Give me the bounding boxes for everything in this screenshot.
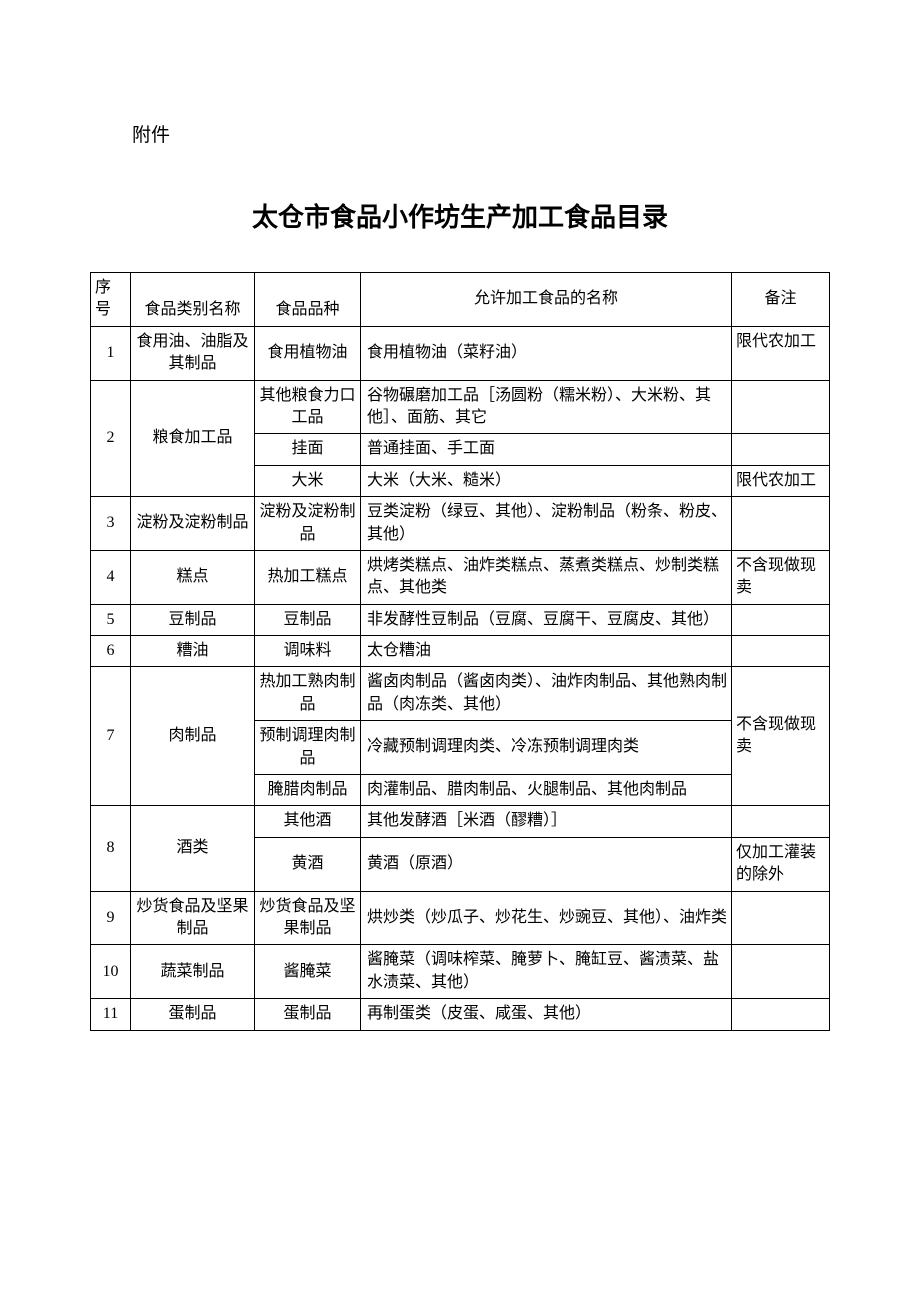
cell-seq: 4 bbox=[91, 550, 131, 604]
cell-variety: 豆制品 bbox=[255, 604, 361, 635]
header-name: 允许加工食品的名称 bbox=[361, 273, 732, 327]
cell-variety: 蛋制品 bbox=[255, 999, 361, 1030]
cell-seq: 7 bbox=[91, 667, 131, 806]
catalog-table: 序号 食品类别名称 食品品种 允许加工食品的名称 备注 1食用油、油脂及其制品食… bbox=[90, 272, 830, 1031]
cell-category: 糕点 bbox=[131, 550, 255, 604]
attachment-label: 附件 bbox=[132, 120, 830, 147]
table-row: 10蔬菜制品酱腌菜酱腌菜（调味榨菜、腌萝卜、腌缸豆、酱渍菜、盐水渍菜、其他） bbox=[91, 945, 830, 999]
header-category: 食品类别名称 bbox=[131, 273, 255, 327]
cell-note: 不含现做现卖 bbox=[732, 550, 830, 604]
cell-category: 肉制品 bbox=[131, 667, 255, 806]
table-body: 1食用油、油脂及其制品食用植物油食用植物油（菜籽油）限代农加工2粮食加工品其他粮… bbox=[91, 326, 830, 1030]
cell-note bbox=[732, 434, 830, 465]
cell-variety: 调味料 bbox=[255, 636, 361, 667]
cell-category: 淀粉及淀粉制品 bbox=[131, 497, 255, 551]
cell-note bbox=[732, 945, 830, 999]
cell-allowed-name: 烘烤类糕点、油炸类糕点、蒸煮类糕点、炒制类糕点、其他类 bbox=[361, 550, 732, 604]
cell-note bbox=[732, 999, 830, 1030]
cell-note: 限代农加工 bbox=[732, 326, 830, 380]
cell-seq: 3 bbox=[91, 497, 131, 551]
header-variety: 食品品种 bbox=[255, 273, 361, 327]
cell-allowed-name: 太仓糟油 bbox=[361, 636, 732, 667]
cell-variety: 预制调理肉制品 bbox=[255, 721, 361, 775]
cell-note bbox=[732, 891, 830, 945]
cell-allowed-name: 谷物碾磨加工品［汤圆粉（糯米粉）、大米粉、其他］、面筋、其它 bbox=[361, 380, 732, 434]
cell-category: 食用油、油脂及其制品 bbox=[131, 326, 255, 380]
table-row: 9炒货食品及坚果制品炒货食品及坚果制品烘炒类（炒瓜子、炒花生、炒豌豆、其他）、油… bbox=[91, 891, 830, 945]
cell-category: 糟油 bbox=[131, 636, 255, 667]
cell-variety: 大米 bbox=[255, 465, 361, 496]
cell-allowed-name: 酱腌菜（调味榨菜、腌萝卜、腌缸豆、酱渍菜、盐水渍菜、其他） bbox=[361, 945, 732, 999]
cell-note: 仅加工灌装的除外 bbox=[732, 837, 830, 891]
cell-note bbox=[732, 497, 830, 551]
cell-allowed-name: 其他发酵酒［米酒（醪糟）］ bbox=[361, 806, 732, 837]
table-header-row: 序号 食品类别名称 食品品种 允许加工食品的名称 备注 bbox=[91, 273, 830, 327]
cell-variety: 炒货食品及坚果制品 bbox=[255, 891, 361, 945]
table-row: 6糟油调味料太仓糟油 bbox=[91, 636, 830, 667]
cell-category: 豆制品 bbox=[131, 604, 255, 635]
cell-seq: 6 bbox=[91, 636, 131, 667]
cell-note: 限代农加工 bbox=[732, 465, 830, 496]
cell-allowed-name: 再制蛋类（皮蛋、咸蛋、其他） bbox=[361, 999, 732, 1030]
cell-seq: 8 bbox=[91, 806, 131, 891]
cell-allowed-name: 黄酒（原酒） bbox=[361, 837, 732, 891]
cell-variety: 挂面 bbox=[255, 434, 361, 465]
table-row: 8酒类其他酒其他发酵酒［米酒（醪糟）］ bbox=[91, 806, 830, 837]
cell-seq: 11 bbox=[91, 999, 131, 1030]
cell-note bbox=[732, 604, 830, 635]
cell-variety: 热加工糕点 bbox=[255, 550, 361, 604]
cell-category: 蛋制品 bbox=[131, 999, 255, 1030]
document-page: 附件 太仓市食品小作坊生产加工食品目录 序号 食品类别名称 食品品种 允许加工食… bbox=[0, 0, 920, 1091]
cell-variety: 食用植物油 bbox=[255, 326, 361, 380]
cell-variety: 其他酒 bbox=[255, 806, 361, 837]
cell-seq: 2 bbox=[91, 380, 131, 497]
cell-note bbox=[732, 380, 830, 434]
cell-allowed-name: 烘炒类（炒瓜子、炒花生、炒豌豆、其他）、油炸类 bbox=[361, 891, 732, 945]
cell-note: 不含现做现卖 bbox=[732, 667, 830, 806]
cell-variety: 黄酒 bbox=[255, 837, 361, 891]
cell-allowed-name: 非发酵性豆制品（豆腐、豆腐干、豆腐皮、其他） bbox=[361, 604, 732, 635]
cell-allowed-name: 普通挂面、手工面 bbox=[361, 434, 732, 465]
cell-note bbox=[732, 636, 830, 667]
cell-allowed-name: 肉灌制品、腊肉制品、火腿制品、其他肉制品 bbox=[361, 775, 732, 806]
cell-category: 蔬菜制品 bbox=[131, 945, 255, 999]
header-seq: 序号 bbox=[91, 273, 131, 327]
cell-seq: 1 bbox=[91, 326, 131, 380]
header-note: 备注 bbox=[732, 273, 830, 327]
cell-category: 粮食加工品 bbox=[131, 380, 255, 497]
cell-allowed-name: 冷藏预制调理肉类、冷冻预制调理肉类 bbox=[361, 721, 732, 775]
table-row: 11蛋制品蛋制品再制蛋类（皮蛋、咸蛋、其他） bbox=[91, 999, 830, 1030]
cell-seq: 9 bbox=[91, 891, 131, 945]
table-row: 5豆制品豆制品非发酵性豆制品（豆腐、豆腐干、豆腐皮、其他） bbox=[91, 604, 830, 635]
cell-allowed-name: 大米（大米、糙米） bbox=[361, 465, 732, 496]
cell-category: 酒类 bbox=[131, 806, 255, 891]
table-row: 2粮食加工品其他粮食力口工品谷物碾磨加工品［汤圆粉（糯米粉）、大米粉、其他］、面… bbox=[91, 380, 830, 434]
cell-allowed-name: 豆类淀粉（绿豆、其他）、淀粉制品（粉条、粉皮、其他） bbox=[361, 497, 732, 551]
cell-variety: 热加工熟肉制品 bbox=[255, 667, 361, 721]
table-row: 7肉制品热加工熟肉制品酱卤肉制品（酱卤肉类）、油炸肉制品、其他熟肉制品（肉冻类、… bbox=[91, 667, 830, 721]
cell-variety: 腌腊肉制品 bbox=[255, 775, 361, 806]
cell-variety: 酱腌菜 bbox=[255, 945, 361, 999]
cell-note bbox=[732, 806, 830, 837]
table-row: 3淀粉及淀粉制品淀粉及淀粉制品豆类淀粉（绿豆、其他）、淀粉制品（粉条、粉皮、其他… bbox=[91, 497, 830, 551]
table-row: 4糕点热加工糕点烘烤类糕点、油炸类糕点、蒸煮类糕点、炒制类糕点、其他类不含现做现… bbox=[91, 550, 830, 604]
cell-seq: 5 bbox=[91, 604, 131, 635]
cell-allowed-name: 酱卤肉制品（酱卤肉类）、油炸肉制品、其他熟肉制品（肉冻类、其他） bbox=[361, 667, 732, 721]
cell-category: 炒货食品及坚果制品 bbox=[131, 891, 255, 945]
cell-variety: 淀粉及淀粉制品 bbox=[255, 497, 361, 551]
cell-allowed-name: 食用植物油（菜籽油） bbox=[361, 326, 732, 380]
cell-seq: 10 bbox=[91, 945, 131, 999]
cell-variety: 其他粮食力口工品 bbox=[255, 380, 361, 434]
document-title: 太仓市食品小作坊生产加工食品目录 bbox=[90, 197, 830, 234]
table-row: 1食用油、油脂及其制品食用植物油食用植物油（菜籽油）限代农加工 bbox=[91, 326, 830, 380]
